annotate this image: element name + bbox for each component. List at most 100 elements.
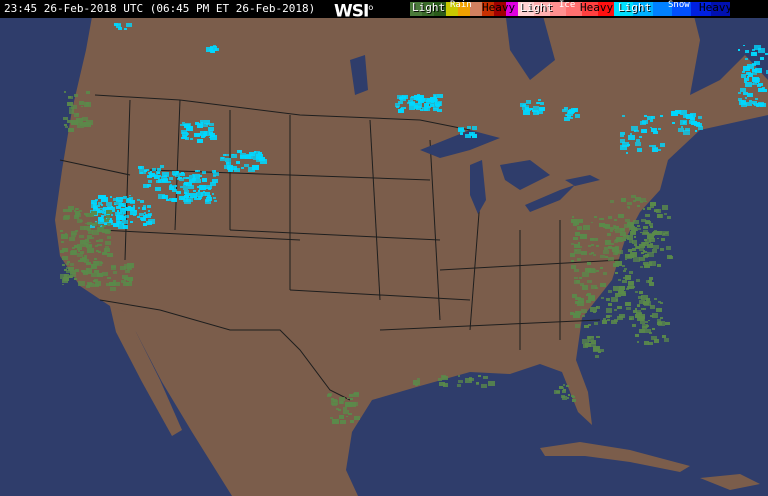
rain-echo bbox=[581, 251, 587, 255]
snow-echo bbox=[651, 128, 657, 132]
rain-echo bbox=[98, 251, 101, 253]
rain-echo bbox=[573, 313, 580, 318]
snow-echo bbox=[763, 89, 767, 92]
rain-echo bbox=[664, 213, 667, 215]
snow-swatch bbox=[691, 2, 711, 16]
rain-echo bbox=[650, 202, 656, 206]
rain-echo bbox=[69, 107, 74, 110]
land-masses bbox=[55, 0, 768, 496]
rain-echo bbox=[641, 219, 646, 222]
ice-swatch bbox=[582, 2, 598, 16]
border-line bbox=[99, 299, 351, 401]
snow-echo bbox=[162, 195, 168, 199]
rain-echo bbox=[649, 282, 654, 286]
snow-echo bbox=[147, 205, 151, 208]
rain-echo bbox=[633, 310, 637, 313]
snow-echo bbox=[152, 168, 156, 171]
rain-echo bbox=[577, 301, 584, 306]
rain-echo bbox=[339, 397, 345, 401]
ice-legend bbox=[518, 2, 614, 16]
wsi-logo: WSIo bbox=[334, 1, 373, 22]
snow-echo bbox=[539, 107, 545, 111]
snow-echo bbox=[98, 217, 103, 220]
rain-echo bbox=[66, 263, 69, 265]
snow-echo bbox=[114, 204, 116, 205]
snow-echo bbox=[752, 101, 757, 104]
rain-echo bbox=[80, 251, 84, 254]
rain-echo bbox=[615, 239, 618, 241]
snow-echo bbox=[435, 102, 441, 106]
snow-echo bbox=[186, 182, 192, 186]
snow-echo bbox=[231, 154, 237, 158]
rain-echo bbox=[74, 210, 76, 212]
snow-echo bbox=[743, 45, 745, 46]
snow-echo bbox=[184, 182, 188, 185]
rain-echo bbox=[570, 312, 574, 315]
rain-echo bbox=[626, 307, 631, 310]
ice-swatch bbox=[566, 2, 582, 16]
snow-echo bbox=[96, 209, 102, 213]
rain-echo bbox=[121, 280, 126, 283]
rain-echo bbox=[621, 198, 626, 202]
rain-echo bbox=[611, 297, 618, 302]
snow-echo bbox=[137, 199, 140, 201]
snow-echo bbox=[630, 133, 632, 135]
rain-echo bbox=[638, 228, 641, 230]
rain-echo bbox=[575, 250, 577, 251]
snow-echo bbox=[752, 69, 757, 72]
snow-echo bbox=[754, 45, 761, 50]
snow-echo bbox=[655, 147, 658, 149]
rain-echo bbox=[338, 409, 341, 411]
snow-echo bbox=[698, 126, 703, 130]
rain-echo bbox=[591, 285, 597, 289]
snow-echo bbox=[415, 103, 422, 108]
snow-echo bbox=[114, 202, 118, 205]
rain-echo bbox=[72, 247, 75, 249]
rain-echo bbox=[98, 224, 101, 226]
snow-echo bbox=[91, 202, 94, 204]
snow-echo bbox=[172, 171, 178, 175]
snow-echo bbox=[259, 159, 261, 160]
rain-echo bbox=[80, 122, 86, 126]
rain-echo bbox=[647, 252, 654, 257]
rain-echo bbox=[65, 126, 68, 128]
snow-echo bbox=[148, 180, 152, 183]
rain-echo bbox=[86, 270, 92, 274]
rain-echo bbox=[124, 264, 131, 269]
rain-echo bbox=[441, 375, 446, 378]
snow-echo bbox=[128, 207, 134, 211]
snow-echo bbox=[740, 88, 746, 92]
snow-echo bbox=[162, 172, 169, 177]
snow-echo bbox=[171, 199, 175, 202]
rain-echo bbox=[469, 378, 474, 381]
rain-echo bbox=[61, 241, 64, 243]
snow-echo bbox=[139, 213, 144, 216]
rain-echo bbox=[86, 120, 93, 125]
snow-echo bbox=[202, 171, 206, 174]
snow-echo bbox=[212, 179, 218, 183]
snow-echo bbox=[117, 212, 124, 217]
rain-echo bbox=[639, 300, 645, 304]
rain-echo bbox=[77, 219, 82, 223]
snow-echo bbox=[210, 182, 216, 186]
snow-echo bbox=[143, 223, 147, 226]
rain-echo bbox=[644, 255, 648, 258]
snow-echo bbox=[760, 57, 764, 60]
rain-echo bbox=[63, 209, 68, 212]
snow-echo bbox=[176, 171, 179, 173]
rain-echo bbox=[113, 280, 116, 282]
rain-echo bbox=[80, 240, 86, 244]
rain-echo bbox=[641, 252, 644, 254]
snow-echo bbox=[398, 109, 404, 113]
snow-echo bbox=[620, 132, 625, 135]
snow-echo bbox=[240, 153, 246, 158]
rain-echo bbox=[596, 270, 599, 272]
snow-echo bbox=[123, 196, 127, 199]
snow-echo bbox=[226, 162, 229, 164]
rain-echo bbox=[63, 216, 69, 220]
rain-echo bbox=[588, 324, 591, 326]
snow-echo bbox=[427, 98, 430, 100]
rain-echo bbox=[79, 235, 84, 238]
snow-echo bbox=[157, 172, 160, 174]
